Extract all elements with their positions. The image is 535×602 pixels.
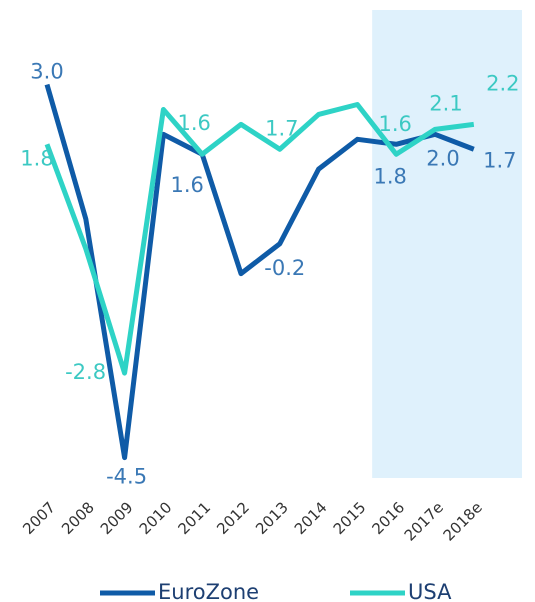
data-label: 1.7 — [483, 148, 516, 172]
forecast-shade — [372, 10, 522, 478]
data-label: -4.5 — [106, 465, 147, 489]
data-label: 1.6 — [177, 111, 210, 135]
data-label: 2.2 — [486, 71, 519, 95]
x-tick-label: 2009 — [97, 498, 137, 538]
x-tick-label: 2018e — [440, 498, 486, 544]
data-label: 2.1 — [429, 91, 462, 115]
data-label: 1.6 — [170, 173, 203, 197]
data-label: 3.0 — [30, 60, 63, 84]
data-label: 1.7 — [265, 116, 298, 140]
x-tick-label: 2007 — [19, 498, 59, 538]
data-label: -2.8 — [65, 360, 106, 384]
data-label: 2.0 — [426, 146, 459, 170]
x-tick-label: 2017e — [401, 498, 447, 544]
legend-label: USA — [408, 580, 452, 602]
x-tick-label: 2010 — [136, 498, 176, 538]
x-tick-label: 2014 — [291, 498, 331, 538]
x-tick-label: 2008 — [58, 498, 98, 538]
series-line — [44, 101, 475, 376]
x-tick-label: 2011 — [174, 498, 214, 538]
x-tick-label: 2012 — [213, 498, 253, 538]
data-label: 1.8 — [373, 164, 406, 188]
x-tick-label: 2015 — [330, 498, 370, 538]
legend-label: EuroZone — [158, 580, 259, 602]
x-tick-label: 2013 — [252, 498, 292, 538]
data-label: 1.6 — [378, 112, 411, 136]
data-label: -0.2 — [264, 256, 305, 280]
data-label: 1.8 — [20, 146, 53, 170]
series-line — [44, 83, 475, 461]
